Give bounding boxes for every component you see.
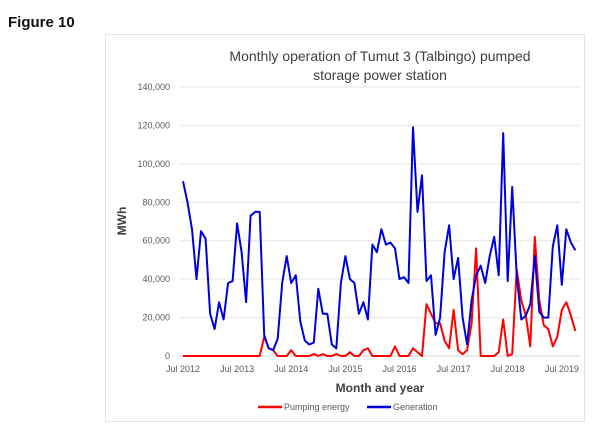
x-tick-label: Jul 2018 — [491, 364, 525, 374]
y-tick-label: 0 — [165, 351, 170, 361]
y-tick-label: 60,000 — [142, 236, 170, 246]
series-line-pumping-energy — [183, 235, 577, 357]
y-tick-label: 100,000 — [137, 159, 170, 169]
x-tick-label: Jul 2019 — [545, 364, 579, 374]
x-tick-label: Jul 2013 — [220, 364, 254, 374]
chart-title-line-1: Monthly operation of Tumut 3 (Talbingo) … — [229, 48, 530, 64]
y-tick-label: 80,000 — [142, 197, 170, 207]
legend-label-generation: Generation — [393, 402, 438, 412]
x-tick-label: Jul 2014 — [274, 364, 308, 374]
series-line-generation — [182, 126, 577, 352]
x-tick-label: Jul 2015 — [328, 364, 362, 374]
y-axis-title: MWh — [115, 207, 129, 236]
x-axis-title: Month and year — [336, 381, 425, 395]
y-tick-label: 120,000 — [137, 120, 170, 130]
y-tick-label: 40,000 — [142, 274, 170, 284]
y-tick-label: 20,000 — [142, 313, 170, 323]
y-tick-label: 140,000 — [137, 82, 170, 92]
chart-frame — [105, 34, 585, 422]
figure-label: Figure 10 — [8, 14, 75, 31]
chart-title-line-2: storage power station — [313, 67, 447, 83]
legend: Pumping energy Generation — [258, 402, 438, 412]
x-tick-label: Jul 2012 — [166, 364, 200, 374]
x-tick-label: Jul 2017 — [437, 364, 471, 374]
x-tick-label: Jul 2016 — [382, 364, 416, 374]
legend-label-pumping: Pumping energy — [284, 402, 350, 412]
